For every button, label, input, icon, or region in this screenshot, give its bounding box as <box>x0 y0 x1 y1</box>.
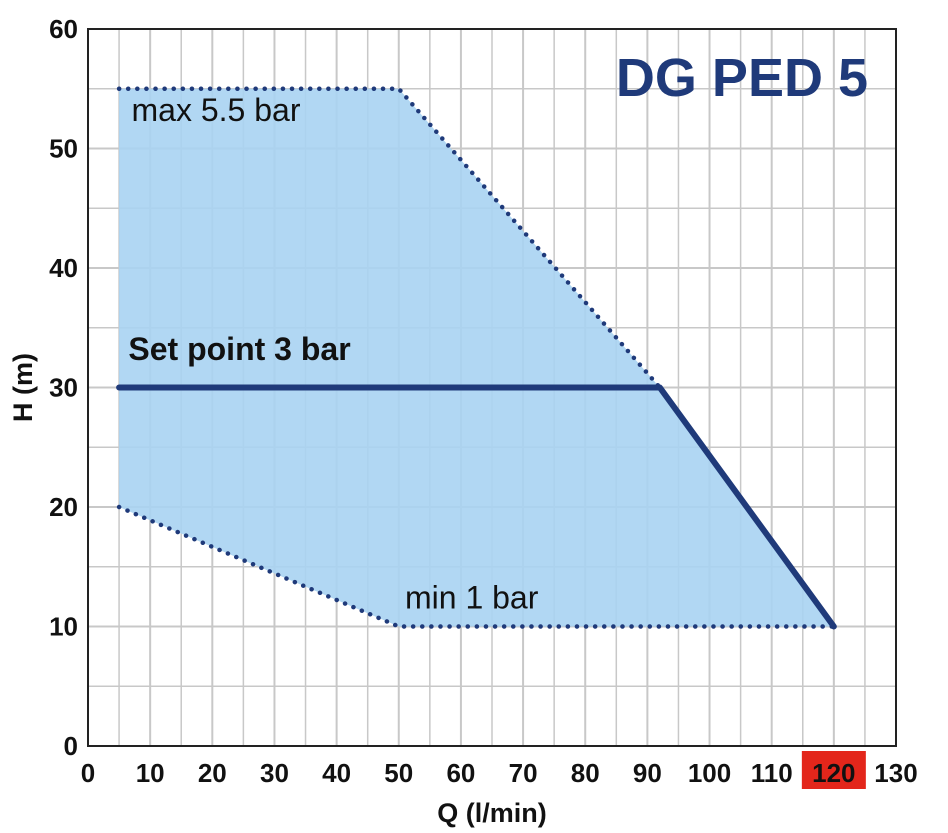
x-tick-label: 130 <box>874 758 917 788</box>
x-tick-label: 60 <box>446 758 475 788</box>
y-tick-label: 30 <box>49 373 78 403</box>
x-tick-label: 70 <box>509 758 538 788</box>
y-tick-label: 0 <box>64 731 78 761</box>
x-tick-label: 50 <box>384 758 413 788</box>
annotation-label: Set point 3 bar <box>128 331 350 367</box>
series-line-1 <box>116 504 837 629</box>
x-tick-label: 90 <box>633 758 662 788</box>
series-lines <box>116 86 837 630</box>
series-line-0 <box>116 86 663 390</box>
x-tick-label: 100 <box>688 758 731 788</box>
y-tick-label: 40 <box>49 253 78 283</box>
operating-region <box>119 88 834 627</box>
y-axis-label: H (m) <box>8 353 38 422</box>
x-tick-label: 40 <box>322 758 351 788</box>
plot-frame <box>87 28 897 747</box>
y-tick-label: 50 <box>49 134 78 164</box>
y-tick-label: 10 <box>49 612 78 642</box>
x-tick-label: 0 <box>81 758 95 788</box>
x-tick-label: 20 <box>198 758 227 788</box>
x-tick-label: 80 <box>571 758 600 788</box>
x-tick-label: 30 <box>260 758 289 788</box>
y-tick-label: 60 <box>49 14 78 44</box>
y-tick-label: 20 <box>49 492 78 522</box>
x-axis-ticks: 0 10 20 30 40 50 60 70 80 90 100 110 120 130 <box>81 751 918 789</box>
annotation-label: max 5.5 bar <box>132 92 301 128</box>
chart-title: DG PED 5 <box>616 48 868 108</box>
highlight-tick-bg <box>801 751 866 789</box>
annotation-label: min 1 bar <box>405 580 539 616</box>
x-tick-label: 10 <box>136 758 165 788</box>
x-axis-label: Q (l/min) <box>437 798 547 828</box>
annotations: max 5.5 bar Set point 3 bar min 1 bar <box>128 92 538 616</box>
x-tick-label: 120 <box>812 758 855 788</box>
series-line-2 <box>116 384 837 630</box>
y-axis-ticks: 0 10 20 30 40 50 60 <box>49 14 78 761</box>
x-tick-label: 110 <box>751 758 793 788</box>
